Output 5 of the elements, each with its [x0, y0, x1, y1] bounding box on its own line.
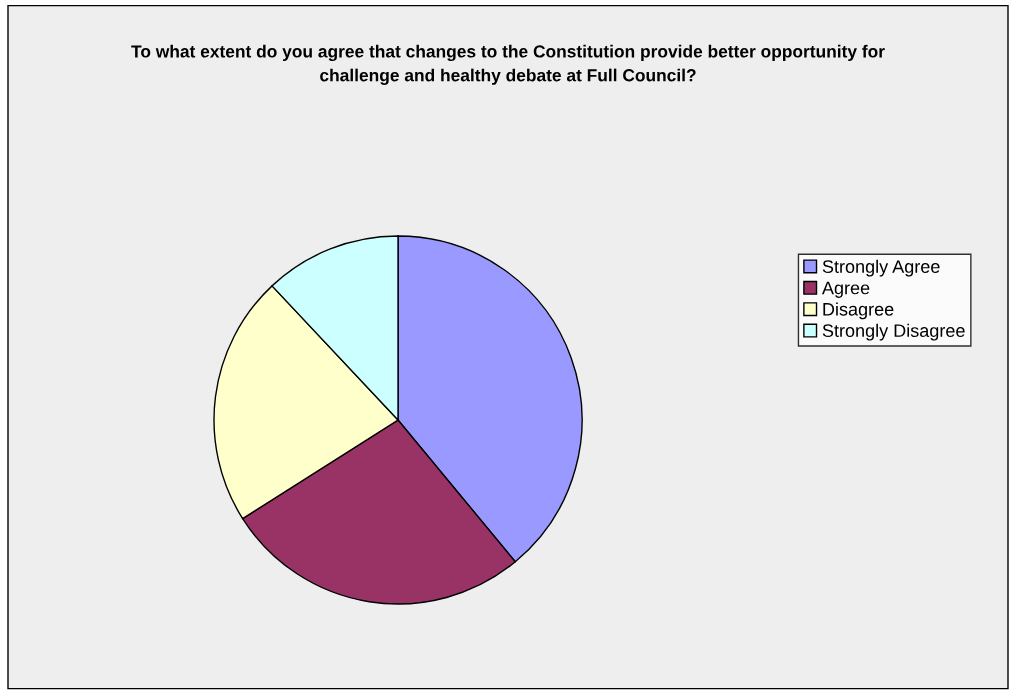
legend-label: Agree	[821, 281, 870, 298]
legend-label: Strongly Agree	[822, 259, 940, 277]
chart-title: To what extent do you agree that changes to the Constitution provide better opportunity for challenge and healthy debate at Full Council?	[131, 44, 885, 85]
legend-label: Disagree	[823, 302, 894, 320]
legend-label: Strongly Disagree	[822, 323, 965, 341]
